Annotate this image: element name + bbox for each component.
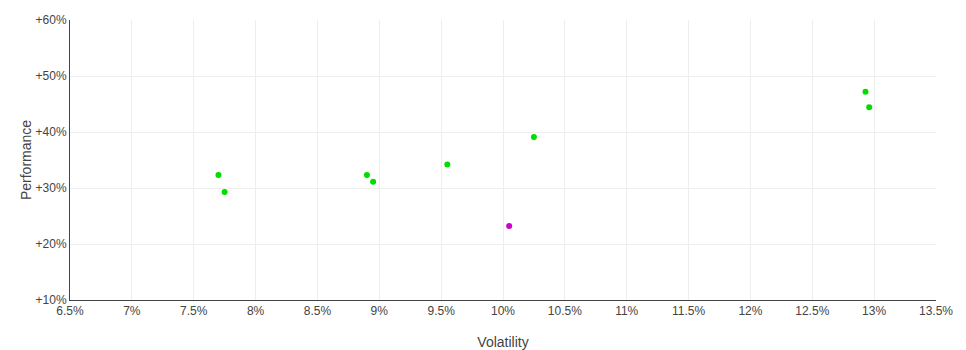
svg-text:12.5%: 12.5% <box>795 304 829 318</box>
svg-text:8%: 8% <box>247 304 265 318</box>
svg-text:12%: 12% <box>738 304 762 318</box>
svg-text:+40%: +40% <box>36 125 67 139</box>
svg-text:10.5%: 10.5% <box>548 304 582 318</box>
svg-text:+50%: +50% <box>36 69 67 83</box>
svg-text:+60%: +60% <box>36 13 67 27</box>
svg-text:9%: 9% <box>371 304 389 318</box>
svg-text:7.5%: 7.5% <box>180 304 208 318</box>
svg-text:+30%: +30% <box>36 181 67 195</box>
svg-text:6.5%: 6.5% <box>56 304 84 318</box>
svg-text:11%: 11% <box>615 304 638 318</box>
svg-text:13%: 13% <box>862 304 886 318</box>
svg-text:7%: 7% <box>123 304 141 318</box>
svg-text:+20%: +20% <box>36 237 67 251</box>
svg-text:11.5%: 11.5% <box>672 304 705 318</box>
svg-text:10%: 10% <box>491 304 515 318</box>
svg-text:Performance: Performance <box>18 120 34 200</box>
svg-text:+10%: +10% <box>36 293 67 307</box>
svg-text:9.5%: 9.5% <box>427 304 455 318</box>
svg-text:Volatility: Volatility <box>477 334 528 350</box>
svg-text:13.5%: 13.5% <box>919 304 953 318</box>
svg-text:8.5%: 8.5% <box>304 304 332 318</box>
